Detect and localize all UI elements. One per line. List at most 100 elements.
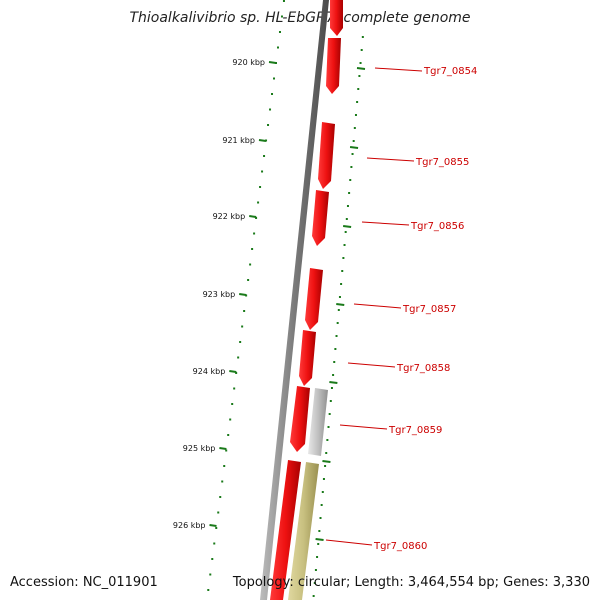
minor-tick-dot (352, 140, 355, 142)
tick-label: 926 kbp (173, 521, 206, 530)
major-tick (329, 381, 338, 384)
minor-tick-dot (314, 569, 317, 571)
tick-label: 924 kbp (193, 367, 226, 376)
minor-tick-dot (350, 166, 353, 168)
gene-label[interactable]: Tgr7_0857 (402, 304, 456, 315)
minor-tick-dot (225, 449, 228, 452)
minor-tick-dot (335, 335, 338, 337)
minor-tick-dot (328, 413, 331, 415)
major-tick (268, 61, 277, 64)
gene-arrow-0857 (305, 268, 323, 330)
gene-label[interactable]: Tgr7_0855 (415, 157, 469, 168)
minor-tick-dot (356, 101, 359, 103)
minor-tick-dot (340, 283, 343, 285)
tick-label: 922 kbp (213, 212, 246, 221)
major-tick (315, 538, 324, 541)
minor-tick-dot (345, 218, 348, 220)
minor-tick-dot (259, 186, 262, 188)
minor-tick-dot (271, 93, 274, 95)
major-tick (342, 225, 352, 228)
gene-arrow-0853 (330, 0, 343, 36)
minor-tick-dot (229, 418, 232, 421)
minor-tick-dot (231, 403, 234, 405)
minor-tick-dot (235, 372, 238, 374)
major-tick (322, 460, 331, 463)
gene-arrow-0859a (290, 386, 310, 452)
minor-tick-dot (263, 155, 266, 157)
gene-label-leader (366, 157, 415, 162)
minor-tick-dot (330, 387, 333, 389)
gene-label[interactable]: Tgr7_0858 (396, 363, 450, 374)
minor-tick-dot (243, 310, 246, 312)
minor-tick-dot (227, 434, 230, 436)
minor-tick-dot (337, 309, 340, 311)
gc-band (288, 462, 319, 600)
minor-tick-dot (343, 244, 346, 246)
genome-backbone (260, 0, 329, 600)
minor-tick-dot (325, 452, 328, 454)
minor-tick-dot (265, 139, 268, 142)
accession-label: Accession: NC_011901 (10, 575, 158, 590)
minor-tick-dot (329, 400, 332, 402)
minor-tick-dot (213, 542, 216, 545)
minor-tick-dot (233, 387, 236, 390)
gene-label-leader (325, 539, 373, 546)
minor-tick-dot (278, 31, 281, 33)
gene-arrow-0856 (312, 190, 329, 246)
gene-label[interactable]: Tgr7_0856 (410, 221, 464, 232)
minor-tick-dot (276, 46, 279, 49)
minor-tick-dot (219, 496, 222, 498)
major-tick (209, 524, 217, 527)
gene-label[interactable]: Tgr7_0860 (373, 541, 427, 552)
minor-tick-dot (253, 232, 256, 235)
gene-label[interactable]: Tgr7_0854 (423, 66, 477, 77)
gene-label-leader (339, 424, 388, 430)
major-tick (356, 67, 366, 70)
map-title: Thioalkalivibrio sp. HL-EbGR7, complete … (129, 10, 471, 26)
gene-track (270, 0, 343, 600)
minor-tick-dot (360, 49, 363, 51)
gene-block-0859 (308, 388, 328, 456)
minor-tick-dot (221, 480, 224, 483)
minor-tick-dot (267, 124, 270, 126)
gene-label-leader (353, 303, 402, 309)
minor-tick-dot (320, 504, 323, 506)
minor-tick-dot (334, 348, 337, 350)
minor-tick-dot (361, 36, 364, 38)
minor-tick-dot (273, 77, 276, 80)
minor-tick-dot (357, 88, 360, 90)
minor-tick-dot (247, 279, 250, 281)
minor-tick-dot (269, 108, 272, 111)
gene-label-leader (374, 67, 423, 72)
minor-tick-dot (349, 179, 352, 181)
minor-tick-dot (313, 582, 316, 584)
minor-tick-dot (351, 153, 354, 155)
minor-tick-dot (336, 322, 339, 324)
minor-tick-dot (251, 248, 254, 250)
minor-tick-dot (275, 62, 277, 64)
minor-tick-dot (241, 325, 244, 328)
genome-summary: Topology: circular; Length: 3,464,554 bp… (232, 575, 590, 590)
minor-tick-dot (280, 15, 283, 18)
minor-tick-dot (257, 201, 260, 204)
minor-tick-dot (344, 231, 347, 233)
minor-tick-dot (332, 374, 335, 376)
minor-tick-dot (321, 491, 324, 493)
tick-label: 921 kbp (222, 136, 255, 145)
minor-tick-dot (358, 75, 361, 77)
minor-tick-dot (215, 527, 218, 529)
minor-tick-dot (353, 127, 356, 129)
major-tick (336, 303, 345, 306)
minor-tick-dot (312, 595, 315, 597)
tick-dots (207, 0, 366, 597)
minor-tick-dot (322, 478, 325, 480)
gene-label-leader (347, 362, 396, 368)
gene-arrow-0855 (318, 122, 335, 189)
major-tick (258, 139, 267, 142)
minor-tick-dot (255, 217, 258, 219)
gene-label[interactable]: Tgr7_0859 (388, 425, 442, 436)
minor-tick-dot (348, 192, 351, 194)
tick-ruler: 920 kbp 921 kbp 922 kbp 923 kbp 924 kbp 925 k… (173, 58, 277, 530)
tick-label: 925 kbp (183, 444, 216, 453)
